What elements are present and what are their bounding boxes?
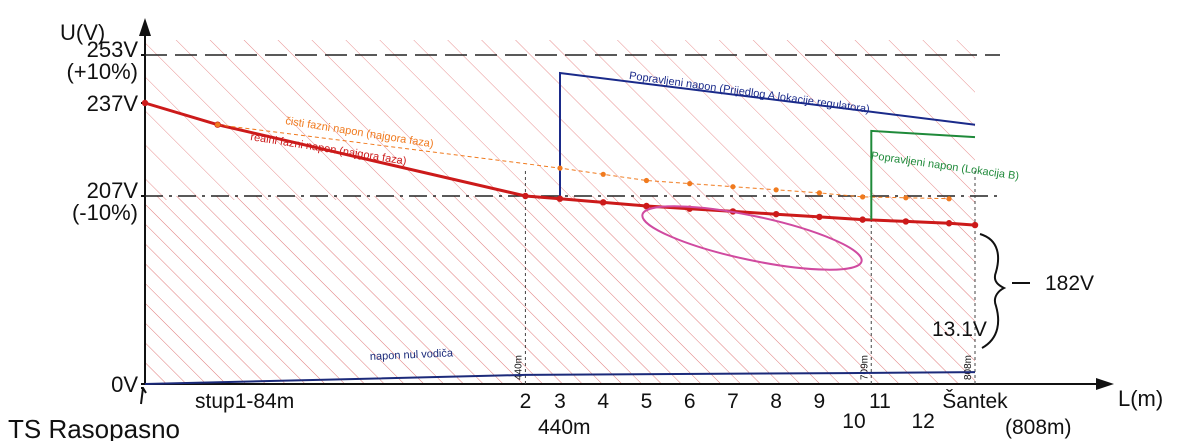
data-point: [687, 181, 693, 187]
y-tick-label: 237V: [87, 91, 139, 116]
y-axis-title: U(V): [60, 20, 105, 45]
ts-label: TS Rasopasno: [8, 414, 180, 441]
data-point: [903, 195, 909, 201]
data-point: [643, 177, 650, 184]
y-tick-sublabel: (+10%): [66, 59, 138, 84]
x-point-label: 4: [597, 390, 609, 413]
x-point-label: 8: [770, 390, 782, 413]
data-point: [945, 220, 953, 227]
data-point: [946, 196, 952, 202]
y-tick-sublabel: (-10%): [72, 200, 138, 225]
y-tick-label: 207V: [87, 178, 139, 203]
axes: [139, 18, 1114, 405]
x-point-label: stup1-84m: [195, 390, 294, 413]
y-axis-arrow-icon: [139, 18, 151, 36]
y-tick-label: 253V: [87, 37, 139, 62]
data-point: [730, 184, 736, 190]
data-point: [141, 99, 149, 107]
data-point: [860, 194, 866, 200]
x-point-label: 3: [554, 390, 566, 413]
series-line-2: [144, 371, 976, 385]
x-point-label: 11: [869, 390, 891, 413]
vertical-marker-label: 709m: [859, 355, 870, 380]
vertical-markers: 440m 709m 808m: [513, 170, 976, 384]
series-lines: [144, 71, 976, 385]
data-point: [816, 190, 822, 196]
data-point: [902, 218, 910, 225]
x-point-label: 6: [684, 390, 696, 413]
label-nul-vodic: napon nul vodiča: [370, 347, 455, 363]
data-point: [772, 210, 780, 218]
dist-440-label: 440m: [538, 416, 591, 439]
x-point-label: 2: [520, 390, 532, 413]
x-axis-title: L(m): [1118, 386, 1163, 411]
highlight-ellipse: [641, 205, 863, 271]
data-point: [859, 216, 866, 223]
vertical-marker-label: 808m: [963, 355, 974, 380]
y-tick-label: 0V: [111, 372, 138, 397]
reference-lines: [145, 54, 1000, 197]
data-point: [557, 165, 563, 171]
data-point: [600, 199, 607, 206]
x-axis-arrow-icon: [1096, 378, 1114, 390]
x-point-label: 9: [814, 390, 826, 413]
vertical-marker-label: 440m: [513, 355, 524, 380]
x-point-label: 5: [641, 390, 653, 413]
data-point: [816, 213, 823, 221]
x-point-label: Šantek: [942, 390, 1008, 413]
dist-808-label: (808m): [1005, 416, 1072, 439]
x-point-label: 10: [842, 410, 865, 433]
x-point-label: 7: [727, 390, 739, 413]
data-point: [643, 202, 650, 210]
x-point-label: 12: [911, 410, 934, 433]
data-point: [522, 192, 529, 200]
data-point: [556, 195, 564, 202]
series-line-0: [144, 101, 976, 227]
data-point: [773, 187, 779, 193]
data-point: [971, 221, 979, 229]
origin-arrow-icon: [140, 387, 147, 405]
data-point: [600, 171, 606, 177]
series-line-3: [559, 71, 976, 196]
series-line-4: [870, 129, 976, 220]
data-point: [215, 122, 221, 128]
annotation-182v: 182V: [1045, 272, 1094, 295]
drop-bracket: [979, 233, 1007, 349]
hatch-lower-region: [145, 196, 975, 384]
y-tick-labels: 0V 207V(-10%) 237V 253V(+10%): [66, 37, 145, 397]
annotation-13v: 13.1V: [932, 318, 987, 341]
